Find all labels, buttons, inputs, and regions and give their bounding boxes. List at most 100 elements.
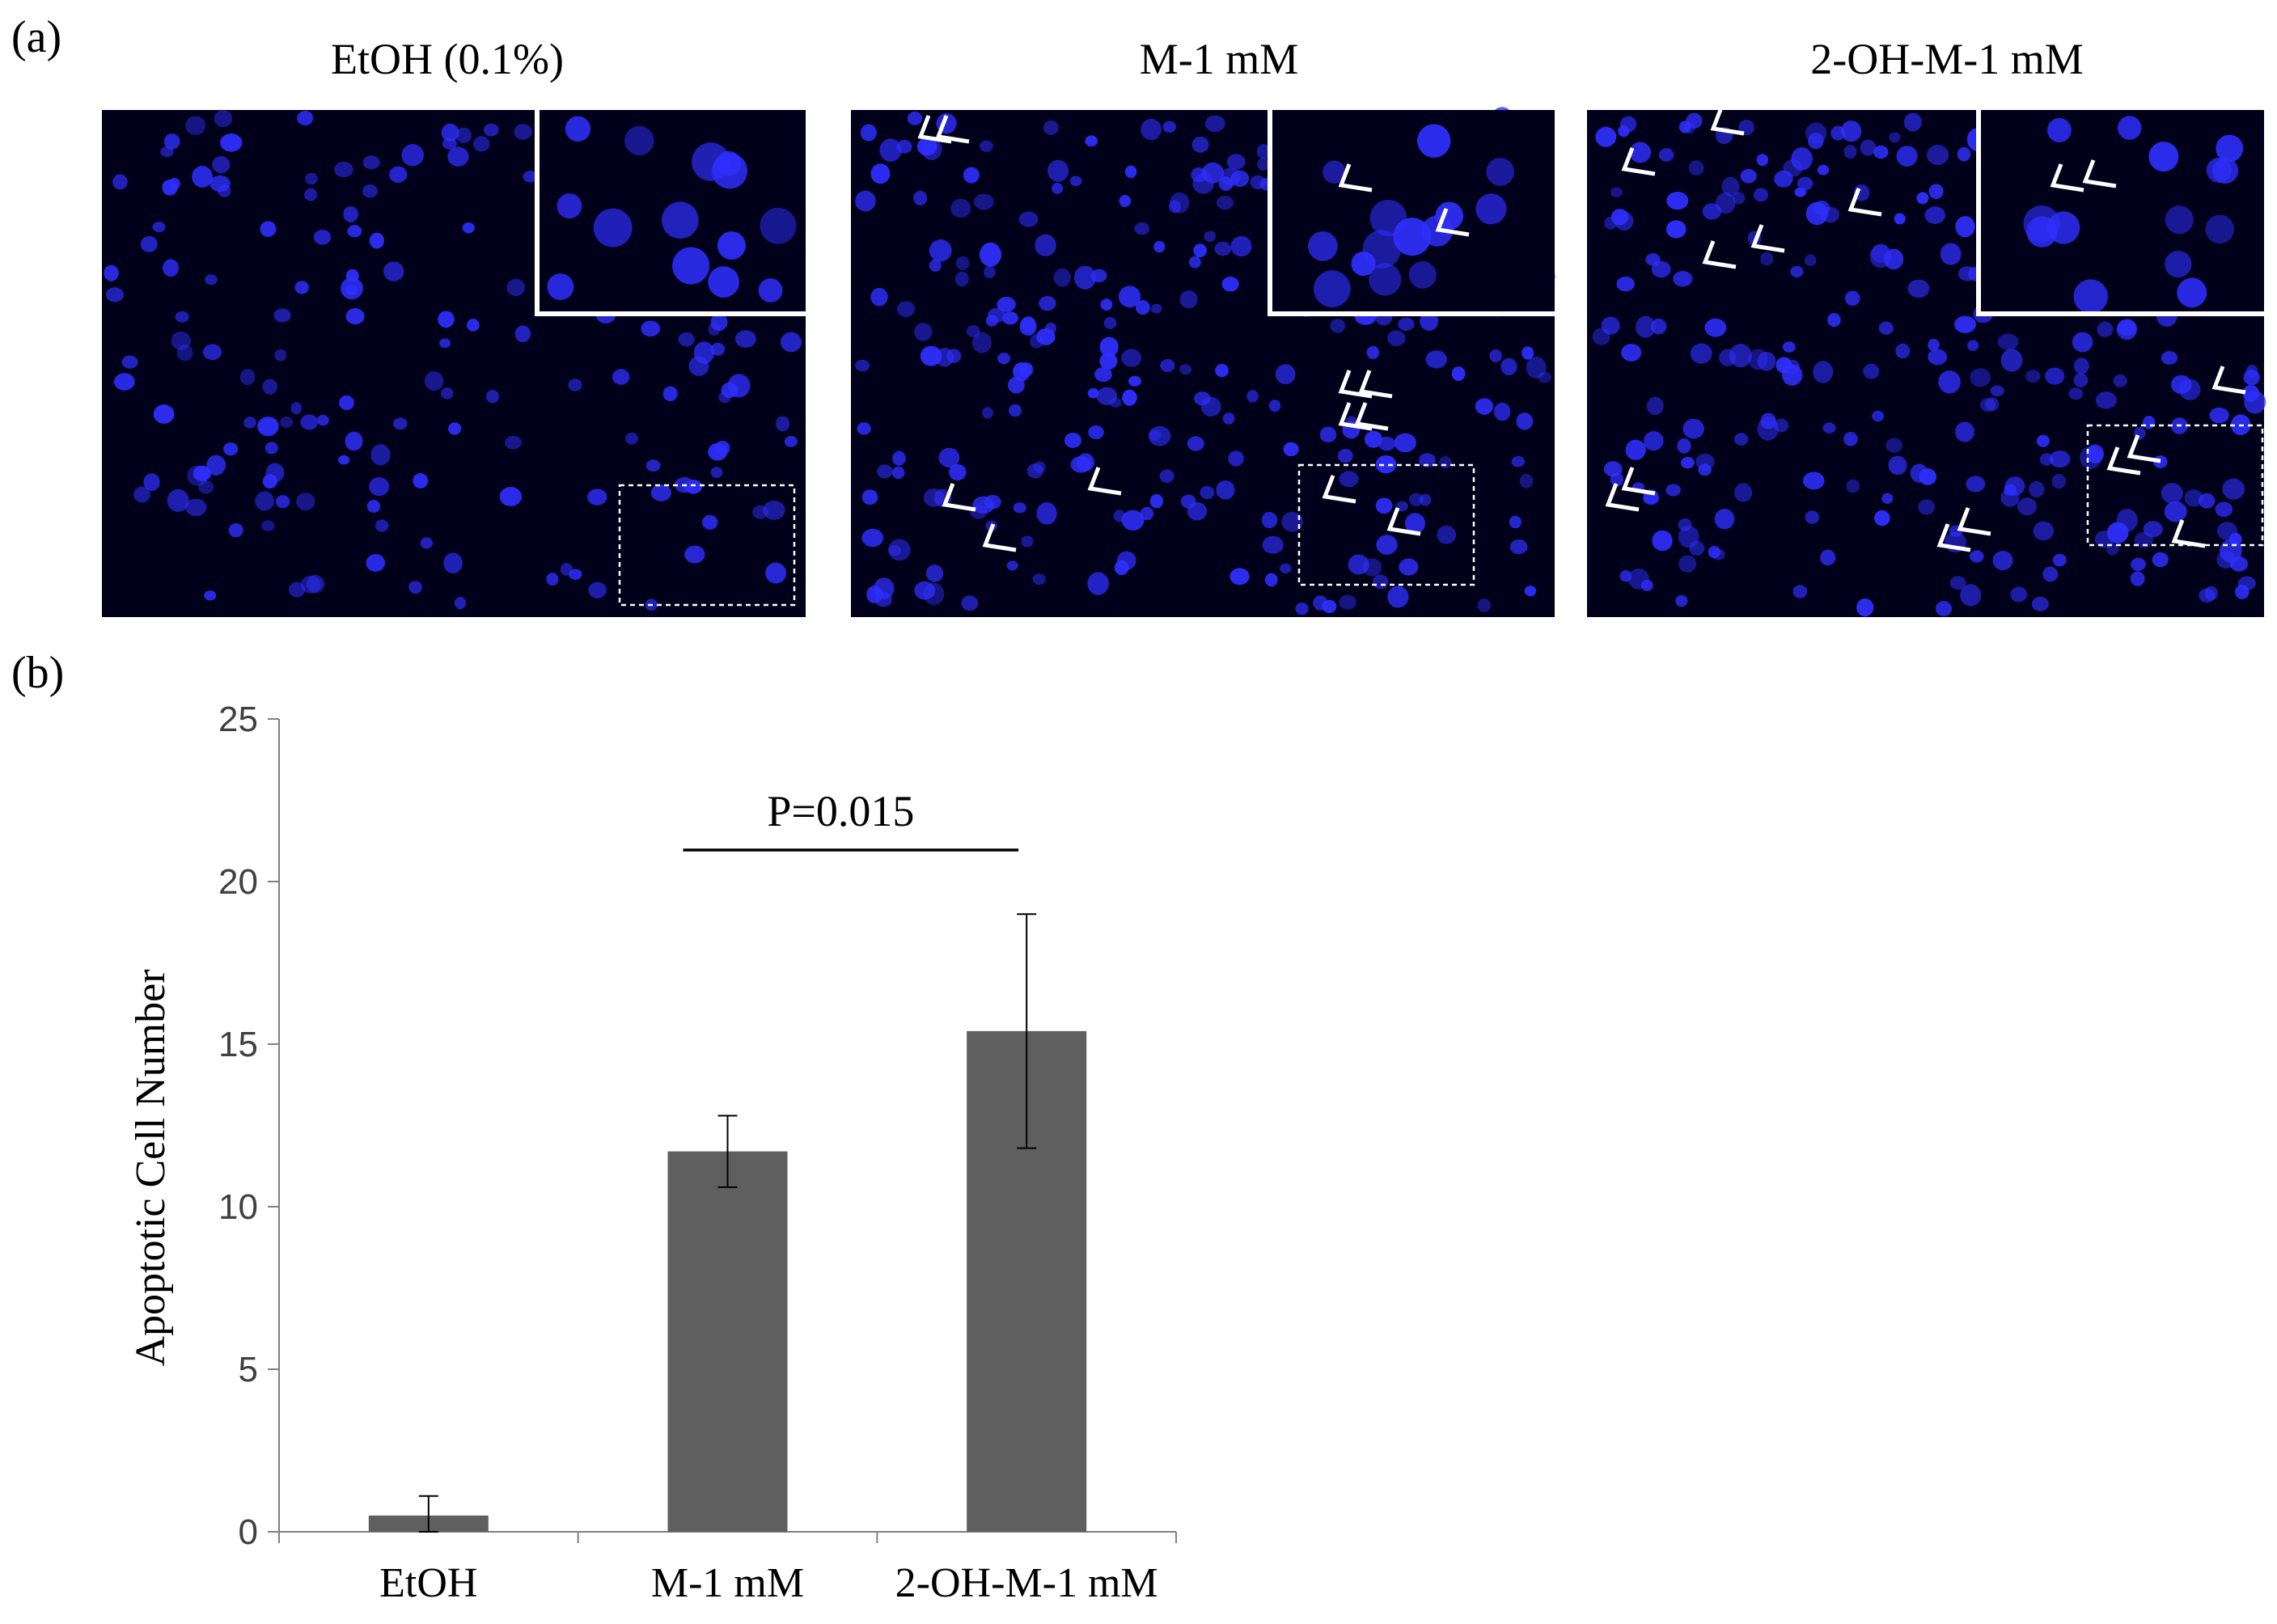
nucleus	[1733, 192, 1746, 205]
zoom-region-box	[1297, 463, 1475, 586]
nucleus	[2073, 357, 2089, 374]
nucleus	[1216, 196, 1234, 210]
nucleus	[1928, 338, 1940, 351]
nucleus	[857, 422, 871, 435]
nucleus	[420, 537, 434, 549]
nucleus	[2222, 478, 2245, 500]
arrowhead-marker	[1338, 370, 1373, 399]
nucleus	[2161, 483, 2183, 504]
y-tick-label: 20	[218, 862, 258, 902]
nucleus	[546, 573, 559, 586]
nucleus	[1822, 422, 1836, 434]
nucleus	[955, 256, 970, 270]
arrowhead-marker	[2211, 366, 2246, 395]
arrowhead-marker	[942, 483, 976, 512]
nucleus	[2052, 553, 2067, 567]
nucleus	[979, 242, 1002, 267]
nucleus	[988, 307, 1006, 323]
arrowhead-marker	[935, 115, 970, 144]
inset-border	[1268, 110, 1555, 316]
nucleus	[1990, 385, 2004, 397]
inset-nucleus	[2165, 205, 2194, 235]
nucleus	[163, 259, 180, 277]
nucleus	[1903, 112, 1922, 132]
nucleus	[486, 390, 499, 404]
inset-nucleus	[1486, 158, 1515, 186]
nucleus	[192, 166, 213, 188]
nucleus	[1006, 560, 1018, 571]
nucleus	[343, 205, 358, 222]
nucleus	[1695, 453, 1715, 471]
nucleus	[1843, 432, 1858, 446]
nucleus	[505, 435, 522, 450]
nucleus	[1747, 349, 1768, 370]
nucleus	[1888, 455, 1907, 476]
nucleus	[439, 338, 451, 349]
nucleus	[1733, 433, 1749, 446]
nucleus	[176, 344, 193, 362]
nucleus	[1678, 121, 1691, 133]
nucleus	[1610, 187, 1623, 197]
nucleus	[1827, 313, 1841, 328]
nucleus	[891, 466, 905, 480]
nucleus	[684, 545, 705, 564]
nucleus	[160, 146, 174, 158]
nucleus	[1869, 244, 1892, 269]
nucleus	[1889, 132, 1901, 143]
nucleus	[345, 431, 363, 451]
nucleus	[1644, 430, 1664, 451]
nucleus	[265, 442, 278, 455]
nucleus	[1844, 290, 1860, 307]
nucleus	[1489, 349, 1502, 362]
nucleus	[612, 369, 630, 385]
nucleus	[362, 155, 380, 170]
nucleus	[877, 464, 893, 479]
inset-nucleus	[1369, 199, 1407, 237]
nucleus	[1116, 551, 1136, 570]
nucleus	[366, 500, 381, 513]
nucleus	[1935, 601, 1953, 616]
nucleus	[2097, 321, 2114, 338]
nucleus	[914, 323, 933, 341]
nucleus	[1070, 455, 1092, 473]
nucleus	[1366, 345, 1380, 360]
nucleus	[2170, 374, 2192, 395]
nucleus	[1595, 126, 1617, 147]
nucleus	[369, 232, 385, 249]
nucleus	[2010, 586, 2028, 603]
nucleus	[1881, 493, 1894, 505]
nucleus	[1678, 525, 1699, 548]
nucleus	[366, 553, 386, 572]
nucleus	[1856, 598, 1874, 617]
nucleus	[896, 301, 916, 317]
nucleus	[949, 463, 967, 481]
nucleus	[1100, 298, 1113, 311]
nucleus	[167, 488, 189, 512]
nucleus	[784, 436, 798, 447]
nucleus	[1895, 343, 1911, 359]
nucleus	[105, 287, 125, 302]
nucleus	[693, 341, 715, 364]
nucleus	[2164, 501, 2187, 522]
nucleus	[523, 171, 538, 183]
nucleus	[153, 404, 175, 424]
nucleus	[1218, 176, 1234, 191]
nucleus	[467, 319, 480, 332]
nucleus	[2161, 351, 2178, 365]
nucleus	[133, 486, 150, 503]
y-tick-label: 10	[218, 1187, 258, 1227]
inset-nucleus	[2026, 216, 2058, 247]
inset-nucleus	[708, 266, 739, 298]
nucleus	[1690, 343, 1712, 364]
nucleus	[1511, 455, 1526, 467]
nucleus	[1375, 497, 1393, 514]
nucleus	[1187, 501, 1208, 521]
zoom-region-box	[2086, 424, 2264, 547]
nucleus	[300, 575, 321, 594]
nucleus	[907, 111, 923, 125]
nucleus	[1960, 584, 1982, 607]
nucleus	[1387, 330, 1406, 347]
inset-nucleus	[547, 273, 574, 301]
nucleus	[929, 239, 952, 262]
nucleus	[297, 110, 314, 126]
